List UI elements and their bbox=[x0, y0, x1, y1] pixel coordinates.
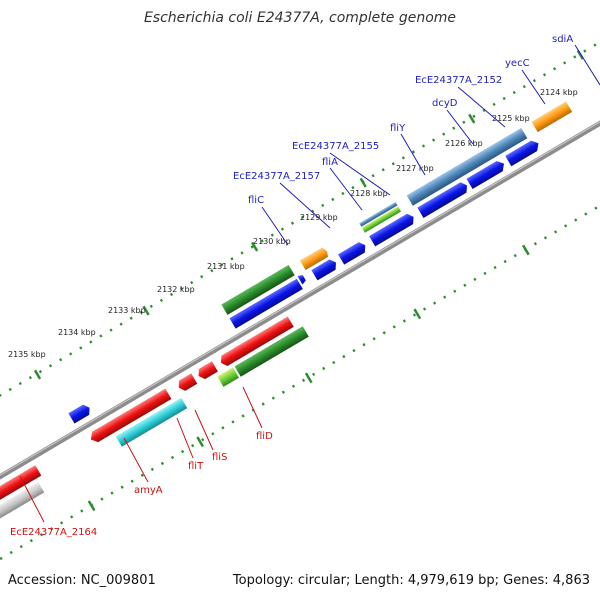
major-tick bbox=[142, 305, 150, 316]
cds-reverse-8 bbox=[220, 316, 294, 366]
kbp-label: 2135 kbp bbox=[8, 350, 46, 359]
major-tick bbox=[196, 436, 205, 448]
gene-leader-line bbox=[123, 437, 149, 483]
genome-backbone bbox=[0, 59, 600, 541]
cds-reverse-6 bbox=[198, 361, 218, 380]
gene-leader-line bbox=[574, 44, 600, 86]
gene-leader-line bbox=[261, 206, 289, 246]
genome-map: 2124 kbp 2125 kbp 2126 kbp 2127 kbp 2128 kbp… bbox=[0, 5, 600, 570]
cds-forward-15 bbox=[68, 404, 90, 424]
gene-label[interactable]: EcE24377A_2155 bbox=[292, 141, 379, 152]
major-tick bbox=[468, 113, 476, 124]
cds-forward-8 bbox=[359, 201, 398, 227]
map-title: Escherichia coli E24377A, complete genom… bbox=[143, 10, 457, 26]
cds-forward-13 bbox=[505, 140, 539, 167]
gene-label[interactable]: fliD bbox=[256, 431, 273, 442]
kbp-label: 2132 kbp bbox=[157, 285, 195, 294]
gene-label[interactable]: yecC bbox=[505, 58, 530, 69]
major-tick bbox=[251, 241, 259, 252]
gene-leader-line bbox=[400, 133, 426, 176]
cds-reverse-7 bbox=[217, 367, 240, 387]
major-tick bbox=[304, 372, 313, 384]
kbp-label: 2131 kbp bbox=[207, 262, 245, 271]
cds-forward-14 bbox=[531, 101, 573, 133]
major-tick bbox=[413, 308, 422, 320]
accession-text: Accession: NC_009801 bbox=[8, 573, 156, 588]
outer-tick-row bbox=[0, 5, 600, 475]
gene-leader-line bbox=[457, 86, 506, 128]
cds-forward-11 bbox=[406, 127, 528, 206]
cds-forward-3 bbox=[297, 275, 306, 285]
gene-label[interactable]: sdiA bbox=[552, 34, 573, 45]
gene-label[interactable]: EcE24377A_2152 bbox=[415, 75, 502, 86]
cds-reverse-5 bbox=[178, 373, 198, 391]
kbp-label: 2133 kbp bbox=[108, 306, 146, 315]
cds-reverse-1 bbox=[0, 465, 42, 511]
gene-leader-line bbox=[19, 475, 45, 523]
gene-label[interactable]: dcyD bbox=[432, 98, 458, 109]
gene-leader-line bbox=[329, 152, 391, 196]
gene-label[interactable]: amyA bbox=[134, 485, 163, 496]
cds-reverse-3 bbox=[90, 388, 172, 443]
inner-tick-row bbox=[0, 126, 600, 570]
cds-reverse-4 bbox=[115, 397, 188, 447]
gene-label[interactable]: fliY bbox=[390, 123, 406, 134]
gene-label[interactable]: fliT bbox=[188, 461, 204, 472]
cds-forward-2 bbox=[221, 264, 295, 315]
major-tick bbox=[576, 49, 584, 60]
gene-label[interactable]: fliS bbox=[212, 452, 227, 463]
major-tick bbox=[359, 177, 367, 188]
kbp-label: 2126 kbp bbox=[445, 139, 483, 148]
gene-leader-line bbox=[242, 386, 263, 429]
kbp-label: 2128 kbp bbox=[350, 189, 388, 198]
gene-leader-line bbox=[446, 109, 474, 145]
gene-leader-line bbox=[194, 409, 214, 451]
genome-stats-text: Topology: circular; Length: 4,979,619 bp… bbox=[232, 573, 590, 588]
gene-label[interactable]: EcE24377A_2164 bbox=[10, 527, 97, 538]
gene-leader-line bbox=[176, 417, 194, 459]
cds-reverse-9 bbox=[234, 326, 309, 377]
gene-label[interactable]: EcE24377A_2157 bbox=[233, 171, 320, 182]
gene-leader-line bbox=[279, 182, 331, 229]
cds-forward-4 bbox=[311, 259, 336, 281]
cds-reverse-2 bbox=[0, 482, 45, 524]
major-tick bbox=[521, 244, 530, 256]
cds-forward-9 bbox=[361, 206, 402, 233]
cds-forward-6 bbox=[338, 242, 366, 265]
cds-forward-10 bbox=[417, 182, 467, 218]
cds-forward-5 bbox=[299, 247, 328, 271]
gene-leader-line bbox=[329, 167, 363, 211]
genome-backbone-highlight bbox=[0, 59, 600, 538]
gene-label[interactable]: fliC bbox=[248, 195, 264, 206]
cds-forward-1 bbox=[229, 278, 303, 329]
kbp-label: 2130 kbp bbox=[253, 237, 291, 246]
major-tick bbox=[33, 369, 42, 380]
kbp-label: 2124 kbp bbox=[540, 88, 578, 97]
cds-forward-12 bbox=[466, 160, 504, 190]
cds-forward-7 bbox=[369, 213, 414, 247]
gene-leader-line bbox=[521, 69, 546, 105]
major-tick bbox=[87, 500, 96, 512]
gene-label[interactable]: fliA bbox=[322, 157, 338, 168]
kbp-label: 2125 kbp bbox=[492, 114, 530, 123]
kbp-label: 2127 kbp bbox=[396, 164, 434, 173]
kbp-label: 2134 kbp bbox=[58, 328, 96, 337]
